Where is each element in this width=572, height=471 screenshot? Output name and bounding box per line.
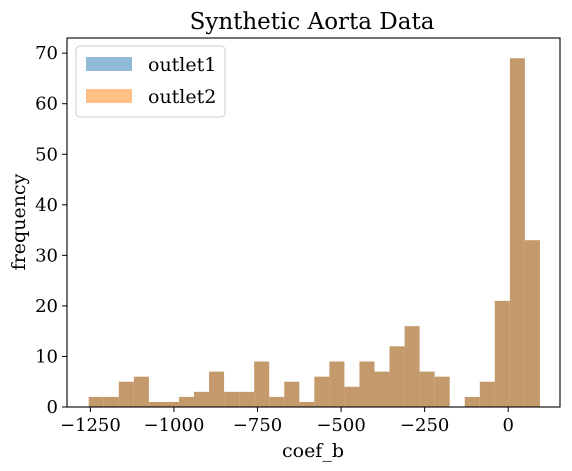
histogram-bar	[88, 396, 104, 407]
histogram-bar	[344, 386, 360, 407]
histogram-bar	[374, 371, 390, 407]
histogram-bar	[194, 391, 210, 407]
histogram-bar	[494, 300, 510, 407]
histogram-bar	[163, 401, 179, 407]
histogram-bar	[224, 391, 240, 407]
y-tick-label: 30	[35, 245, 58, 266]
histogram-bar	[434, 376, 450, 407]
x-axis-ticks: −1250 −1000 −750 −500 −250 0	[60, 407, 514, 436]
histogram-bar	[359, 361, 375, 407]
y-tick-label: 10	[35, 346, 58, 367]
histogram-bar	[178, 396, 195, 407]
histogram-bar	[239, 391, 255, 407]
chart-title: Synthetic Aorta Data	[190, 9, 435, 35]
histogram-bar	[404, 326, 420, 407]
legend: outlet1 outlet2	[75, 45, 226, 118]
x-tick-label: −1250	[60, 415, 121, 436]
y-axis-ticks: 0 10 20 30 40 50 60 70	[35, 43, 67, 418]
histogram-bar	[254, 361, 270, 407]
histogram-bar	[464, 396, 480, 407]
x-axis-label: coef_b	[282, 440, 344, 462]
y-tick-label: 70	[35, 43, 58, 64]
histogram-bar	[118, 381, 134, 407]
histogram-bar	[389, 346, 405, 407]
histogram-bar	[479, 381, 495, 407]
legend-swatch-outlet2	[86, 89, 132, 103]
x-tick-label: 0	[502, 415, 513, 436]
x-tick-label: −500	[316, 415, 365, 436]
histogram-bar	[103, 396, 119, 407]
histogram-bar	[284, 381, 300, 407]
histogram-bar	[133, 376, 149, 407]
histogram-bar	[524, 240, 540, 407]
histogram-bar	[269, 396, 285, 407]
y-tick-label: 50	[35, 144, 58, 165]
histogram-bars	[88, 58, 540, 407]
legend-label-outlet2: outlet2	[148, 86, 216, 108]
histogram-bar	[299, 401, 315, 407]
y-tick-label: 0	[47, 397, 58, 418]
histogram-bar	[148, 401, 164, 407]
histogram-bar	[419, 371, 435, 407]
histogram-bar	[209, 371, 225, 407]
x-tick-label: −250	[400, 415, 449, 436]
y-axis-label: frequency	[8, 173, 30, 270]
x-tick-label: −1000	[144, 415, 205, 436]
y-tick-label: 20	[35, 296, 58, 317]
y-tick-label: 60	[35, 94, 58, 115]
histogram-bar	[329, 361, 345, 407]
histogram-bar	[509, 58, 525, 407]
x-tick-label: −750	[233, 415, 282, 436]
histogram-bar	[314, 376, 330, 407]
y-tick-label: 40	[35, 195, 58, 216]
plot-frame	[66, 37, 561, 408]
legend-swatch-outlet1	[86, 57, 132, 71]
legend-label-outlet1: outlet1	[148, 54, 216, 76]
